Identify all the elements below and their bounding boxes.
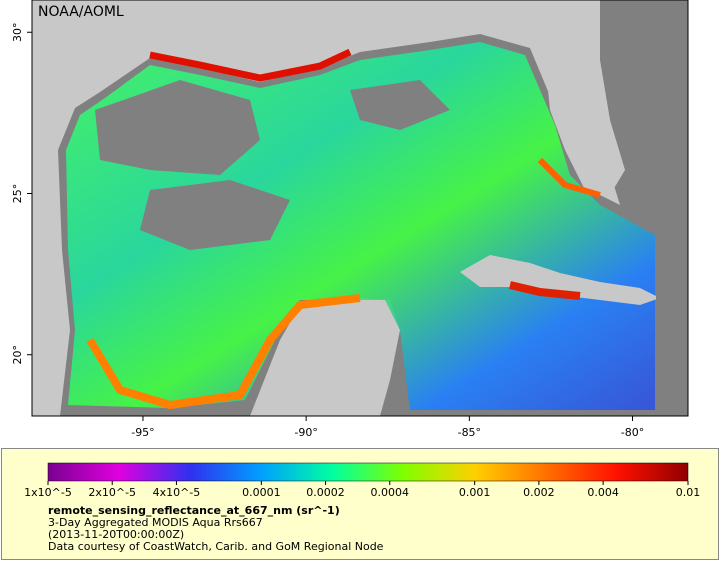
no-data-patch [350, 80, 450, 130]
map [32, 0, 688, 416]
no-data-patch [95, 80, 260, 175]
legend-credit: Data courtesy of CoastWatch, Carib. and … [48, 540, 384, 553]
label-bg [34, 2, 134, 22]
coastal-high [537, 157, 601, 198]
colorbar-ticks: 1x10^-5 2x10^-5 4x10^-5 0.0001 0.0002 0.0004 0… [24, 481, 700, 499]
legend-time: (2013-11-20T00:00:00Z) [48, 528, 184, 541]
colorbar-tick-label: 0.01 [676, 486, 701, 499]
legend-variable: remote_sensing_reflectance_at_667_nm (sr… [48, 504, 340, 517]
yucatan [250, 298, 400, 416]
colorbar-tick-label: 0.001 [459, 486, 491, 499]
colorbar-tick-label: 0.002 [523, 486, 555, 499]
lon-tick-label: -85° [458, 426, 481, 439]
colorbar-tick-label: 0.0001 [242, 486, 281, 499]
no-data-edge [656, 0, 688, 416]
colorbar [47, 462, 689, 482]
coastal-high [509, 281, 581, 300]
lon-tick-label: -90° [294, 426, 317, 439]
colorbar-tick-label: 0.004 [587, 486, 619, 499]
colorbar-tick-label: 2x10^-5 [88, 486, 136, 499]
legend-description: 3-Day Aggregated MODIS Aqua Rrs667 [48, 516, 263, 529]
lat-tick-label: 25° [11, 184, 24, 204]
axes: -95° -90° -85° -80° 20° 25° 30° [11, 22, 644, 439]
colorbar-tick-label: 0.0002 [306, 486, 345, 499]
map-label: NOAA/AOML [38, 4, 124, 20]
lon-tick-label: -95° [131, 426, 154, 439]
coastal-high [86, 294, 361, 410]
map-frame [31, 0, 689, 417]
florida [540, 0, 625, 195]
colorbar-tick-label: 0.0004 [371, 486, 410, 499]
lat-tick-label: 20° [11, 345, 24, 365]
lat-tick-label: 30° [11, 22, 24, 42]
lon-tick-label: -80° [621, 426, 644, 439]
coastal-high [149, 48, 352, 82]
no-data-patch [140, 180, 290, 250]
colorbar-tick-label: 4x10^-5 [153, 486, 201, 499]
cuba [460, 255, 660, 305]
colorbar-tick-label: 1x10^-5 [24, 486, 72, 499]
